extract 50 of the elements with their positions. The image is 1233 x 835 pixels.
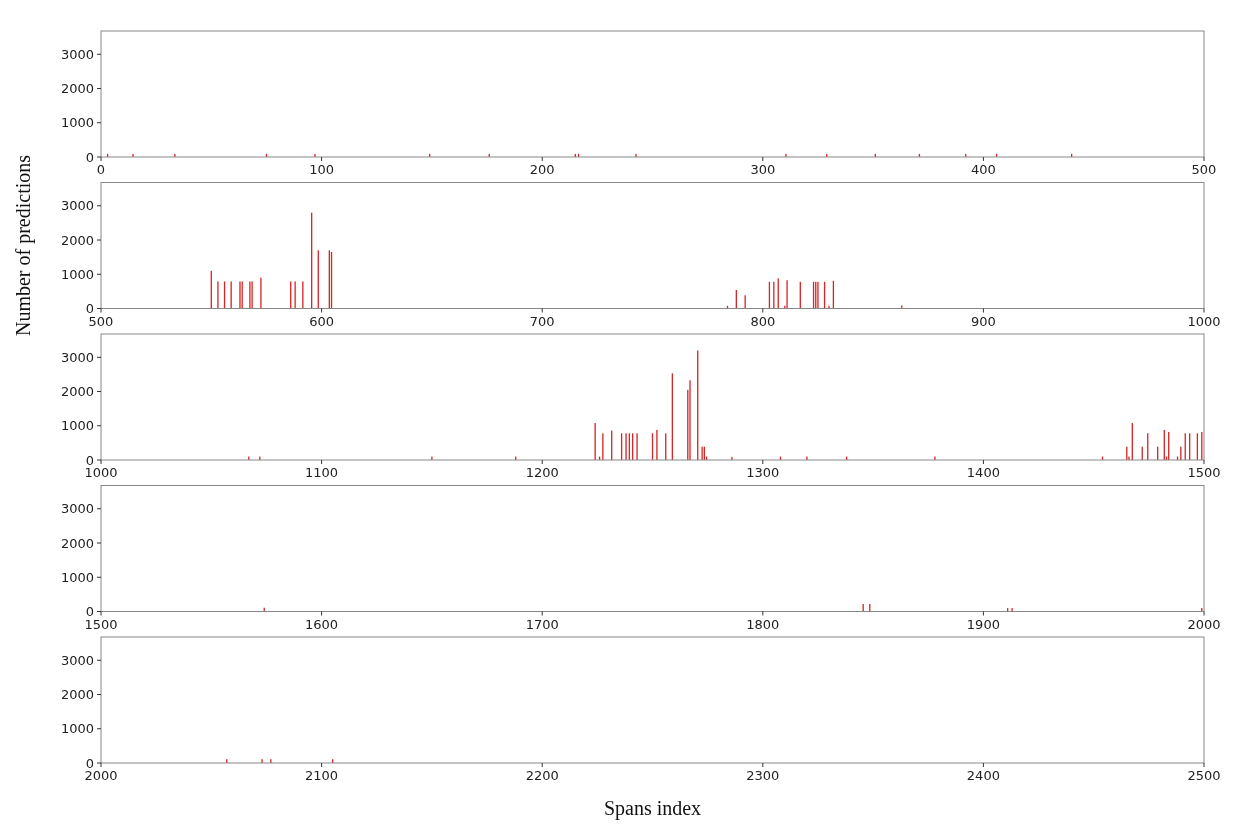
- x-tick-label: 1100: [305, 465, 339, 480]
- x-axis-title: Spans index: [603, 797, 702, 820]
- x-tick-label: 600: [309, 313, 335, 329]
- x-tick-label: 1900: [966, 616, 1000, 632]
- x-tick-label: 2500: [1187, 768, 1221, 783]
- x-tick-label: 2400: [966, 768, 1000, 783]
- y-tick-label: 2000: [60, 535, 94, 551]
- y-tick-label: 3000: [60, 652, 94, 668]
- y-tick-label: 0: [85, 149, 94, 165]
- x-tick-label: 1500: [84, 616, 118, 632]
- x-tick-label: 1000: [1187, 313, 1221, 329]
- y-axis-title: Number of predictions: [12, 154, 35, 337]
- x-tick-label: 1400: [966, 465, 1000, 480]
- x-tick-label: 800: [750, 313, 776, 329]
- y-tick-label: 1000: [60, 721, 94, 737]
- y-tick-label: 0: [85, 604, 94, 619]
- y-tick-label: 1000: [60, 115, 94, 131]
- x-tick-label: 2000: [1187, 616, 1221, 632]
- y-tick-label: 2000: [60, 232, 94, 248]
- y-tick-label: 1000: [60, 266, 94, 282]
- y-tick-label: 3000: [60, 501, 94, 517]
- x-tick-label: 2100: [305, 768, 339, 783]
- y-tick-label: 1000: [60, 569, 94, 585]
- x-tick-label: 1300: [746, 465, 780, 480]
- x-tick-label: 1500: [1187, 465, 1221, 480]
- x-tick-label: 500: [1191, 162, 1217, 177]
- y-tick-label: 3000: [60, 349, 94, 365]
- x-tick-label: 500: [88, 313, 114, 329]
- x-tick-label: 300: [750, 162, 776, 177]
- x-tick-label: 1800: [746, 616, 780, 632]
- y-tick-label: 3000: [60, 46, 94, 62]
- x-tick-label: 200: [529, 162, 555, 177]
- y-tick-label: 0: [85, 301, 94, 316]
- y-tick-label: 1000: [60, 418, 94, 434]
- x-tick-label: 100: [309, 162, 335, 177]
- x-tick-label: 1600: [305, 616, 339, 632]
- y-tick-label: 0: [85, 452, 94, 468]
- y-tick-label: 2000: [60, 687, 94, 703]
- x-tick-label: 1700: [525, 616, 559, 632]
- y-tick-label: 2000: [60, 81, 94, 97]
- x-tick-label: 2300: [746, 768, 780, 783]
- x-tick-label: 400: [970, 162, 996, 177]
- x-tick-label: 2200: [525, 768, 559, 783]
- x-tick-label: 0: [96, 162, 106, 177]
- x-tick-label: 700: [529, 313, 555, 329]
- x-tick-label: 1200: [525, 465, 559, 480]
- y-tick-label: 0: [85, 755, 94, 771]
- y-tick-label: 2000: [60, 384, 94, 400]
- x-tick-label: 900: [970, 313, 996, 329]
- y-tick-label: 3000: [60, 198, 94, 214]
